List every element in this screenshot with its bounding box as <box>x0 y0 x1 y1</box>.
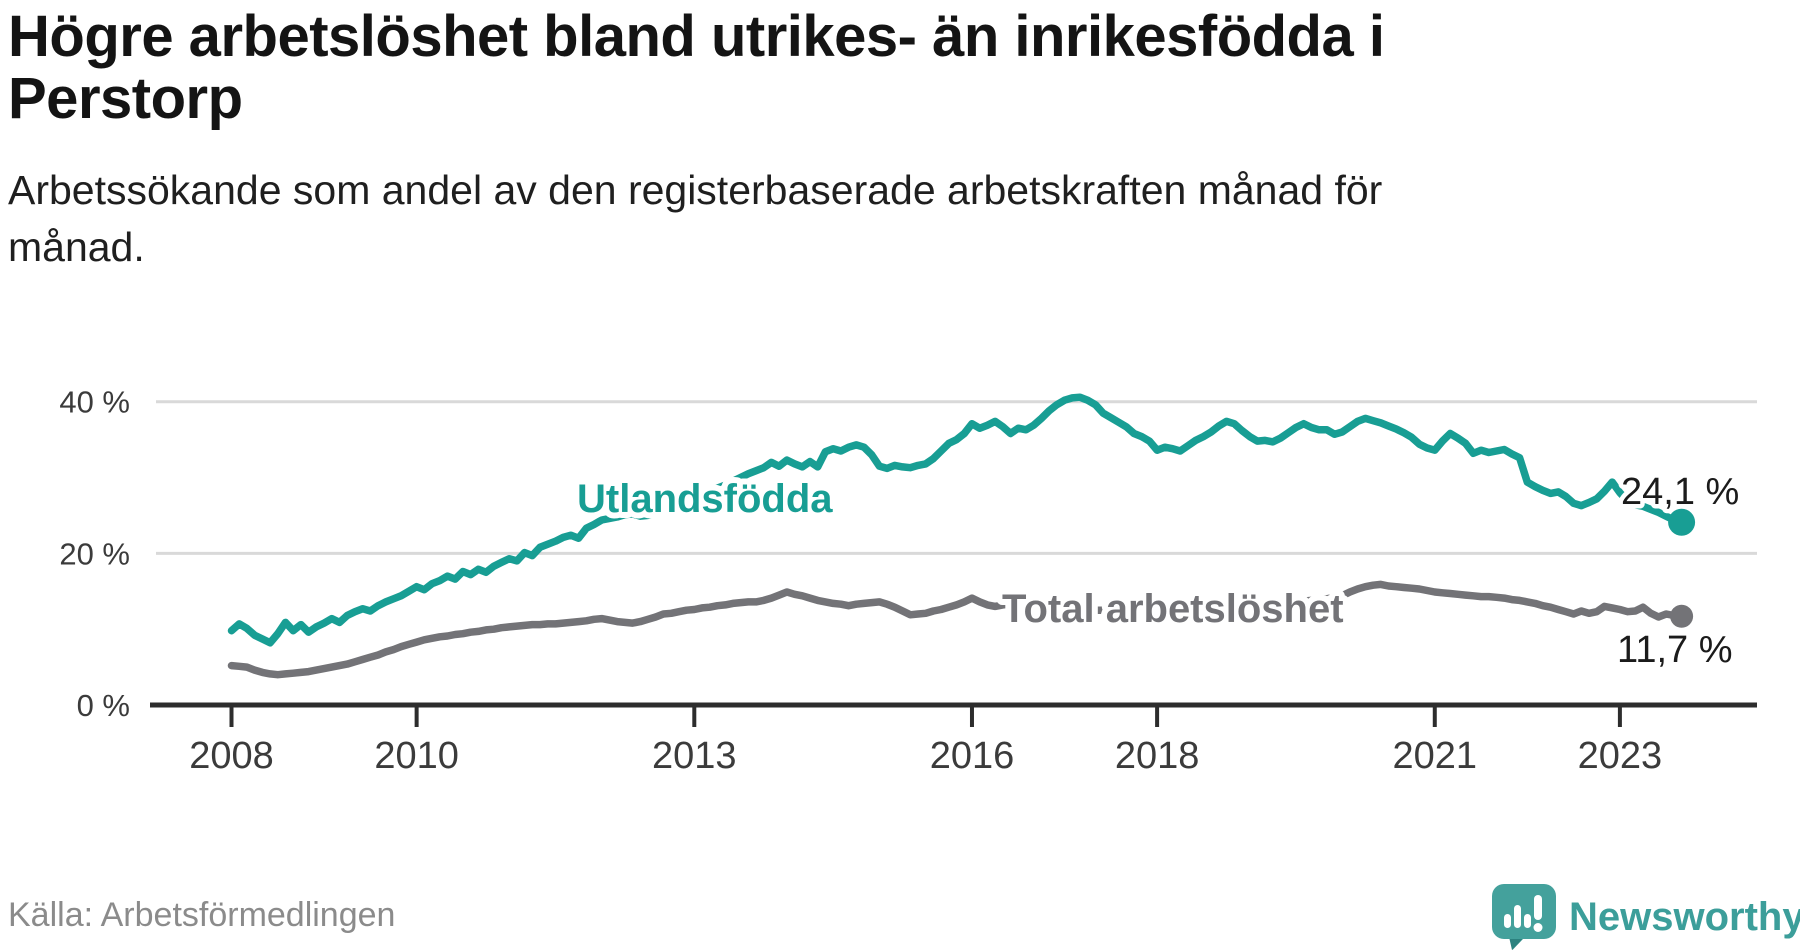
x-tick-label-2010: 2010 <box>374 735 459 777</box>
source-note: Källa: Arbetsförmedlingen <box>8 896 396 934</box>
x-tick-label-2021: 2021 <box>1393 735 1478 777</box>
series-end-dot-total-arbetsloshet <box>1670 604 1694 628</box>
series-label-total-arbetsloshet: Total arbetslöshet <box>1002 587 1344 631</box>
chart-subtitle: Arbetssökande som andel av den registerb… <box>8 162 1382 276</box>
series-end-value-utlandsfodda: 24,1 % <box>1621 471 1739 513</box>
x-tick-label-2023: 2023 <box>1578 735 1663 777</box>
series-line-utlandsfodda <box>227 393 1686 647</box>
series-label-utlandsfodda: Utlandsfödda <box>577 477 833 521</box>
series-line-total-arbetsloshet <box>227 580 1686 679</box>
x-tick-label-2008: 2008 <box>189 735 274 777</box>
page-title-line-1: Högre arbetslöshet bland utrikes- än inr… <box>8 4 1385 69</box>
x-tick-label-2016: 2016 <box>930 735 1015 777</box>
page-title: Högre arbetslöshet bland utrikes- än inr… <box>8 4 1385 131</box>
series-end-value-total-arbetsloshet: 11,7 % <box>1617 629 1732 671</box>
chart-subtitle-line-1: Arbetssökande som andel av den registerb… <box>8 167 1383 213</box>
newsworthy-brand: Newsworthy <box>1492 884 1800 950</box>
chart-subtitle-line-2: månad. <box>8 224 145 270</box>
series-end-dot-utlandsfodda <box>1668 508 1696 536</box>
x-tick-label-2013: 2013 <box>652 735 737 777</box>
y-tick-label-0: 0 % <box>77 688 130 723</box>
y-tick-label-40: 40 % <box>59 385 130 420</box>
newsworthy-brand-name: Newsworthy <box>1569 895 1800 939</box>
page-title-line-2: Perstorp <box>8 66 243 131</box>
newsworthy-speech-bubble-chart-icon <box>1492 884 1556 950</box>
y-tick-label-20: 20 % <box>59 536 130 571</box>
x-tick-label-2018: 2018 <box>1115 735 1200 777</box>
